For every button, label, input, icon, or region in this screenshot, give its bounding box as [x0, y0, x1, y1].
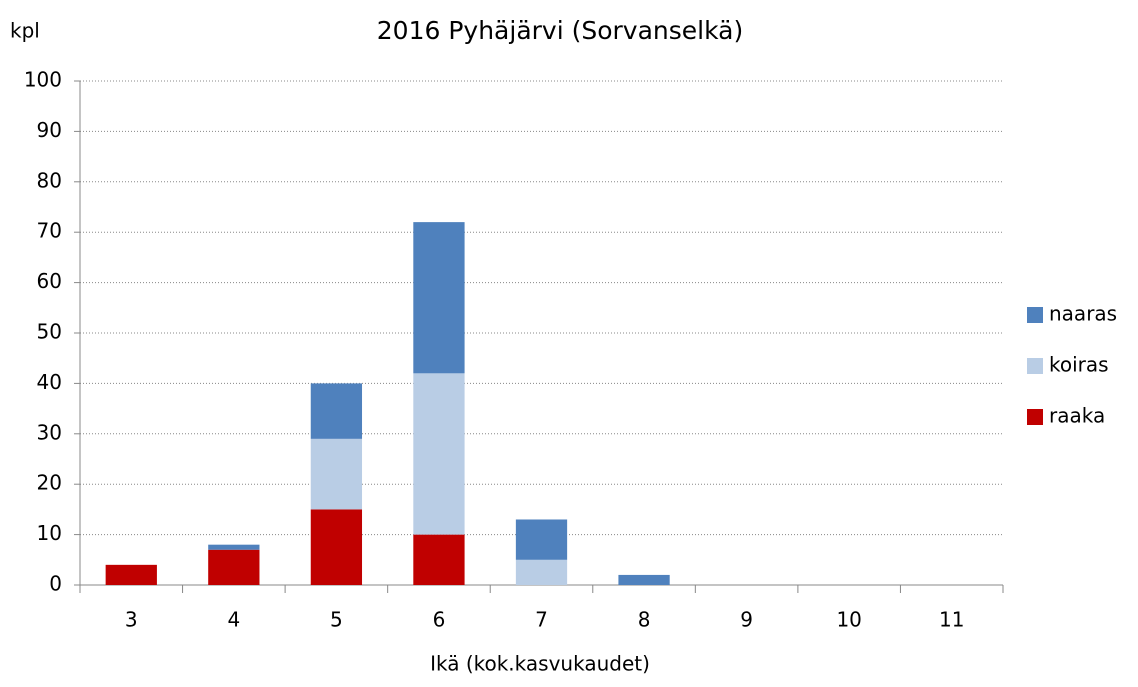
x-tick-label: 5: [330, 608, 343, 632]
y-tick-label: 10: [37, 521, 62, 545]
y-tick-label: 30: [37, 420, 62, 444]
legend-swatch: [1027, 358, 1043, 374]
bar-segment: [310, 438, 363, 510]
y-axis-label: kpl: [10, 19, 40, 43]
y-tick-label: 0: [49, 572, 62, 596]
legend-swatch: [1027, 307, 1043, 323]
x-tick-label: 4: [227, 608, 240, 632]
bar-segment: [413, 373, 465, 535]
legend-label: raaka: [1049, 404, 1105, 428]
x-tick-label: 7: [535, 608, 548, 632]
legend-swatch: [1027, 409, 1043, 425]
bar-segment: [105, 564, 157, 585]
legend-label: koiras: [1049, 353, 1109, 377]
x-axis-label: Ikä (kok.kasvukaudet): [430, 652, 650, 676]
y-tick-label: 40: [37, 370, 62, 394]
x-tick-label: 3: [125, 608, 138, 632]
bar-segment: [208, 549, 260, 585]
y-tick-label: 50: [37, 320, 62, 344]
bar-segment: [310, 509, 363, 585]
bar-segment: [618, 574, 670, 585]
y-tick-label: 90: [37, 118, 62, 142]
y-tick-label: 80: [37, 168, 62, 192]
bar-segment: [515, 559, 568, 585]
x-tick-label: 9: [740, 608, 753, 632]
x-tick-label: 10: [836, 608, 861, 632]
bar-segment: [310, 383, 363, 439]
bar-segment: [413, 222, 465, 374]
legend-label: naaras: [1049, 302, 1117, 326]
y-tick-label: 70: [37, 219, 62, 243]
y-tick-label: 20: [37, 471, 62, 495]
bar-segment: [515, 519, 568, 560]
bar-segment: [208, 544, 260, 550]
chart-title: 2016 Pyhäjärvi (Sorvanselkä): [377, 16, 743, 45]
y-tick-label: 100: [24, 68, 62, 92]
x-tick-label: 6: [433, 608, 446, 632]
x-tick-label: 11: [939, 608, 964, 632]
bar-segment: [413, 534, 465, 585]
y-tick-label: 60: [37, 269, 62, 293]
x-tick-label: 8: [638, 608, 651, 632]
